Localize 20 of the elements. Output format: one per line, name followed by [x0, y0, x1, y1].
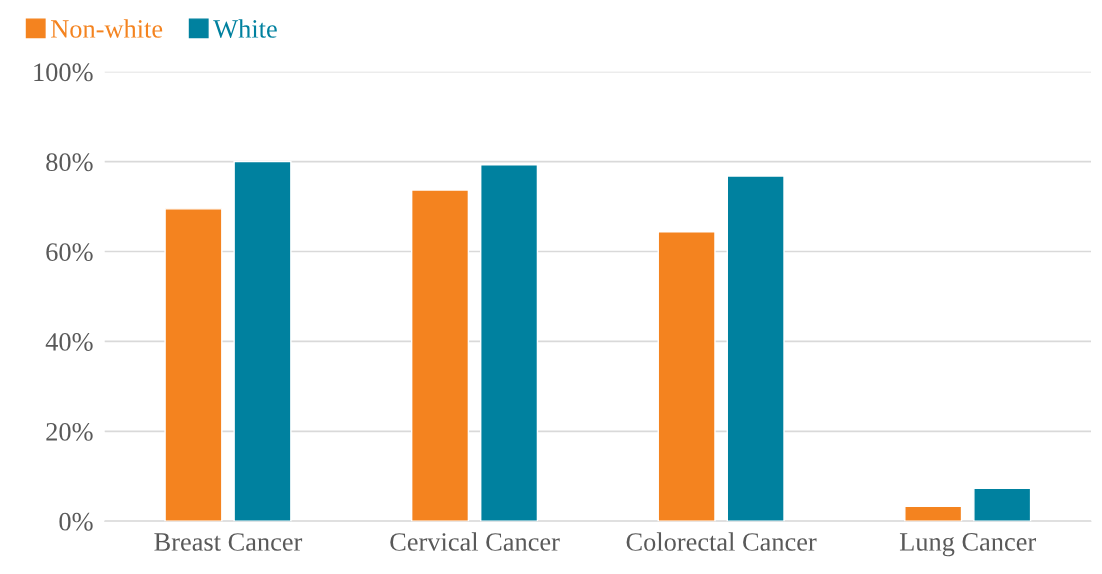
bar [657, 231, 716, 522]
y-tick-label: 80% [46, 153, 93, 172]
bar [904, 505, 963, 522]
legend-label: White [213, 19, 277, 38]
x-tick-label: Lung Cancer [899, 533, 1036, 557]
bar [164, 208, 223, 522]
x-tick-label: Cervical Cancer [390, 532, 560, 551]
y-tick-label: 0% [59, 512, 93, 531]
y-tick-label: 60% [46, 243, 93, 262]
bar [233, 160, 292, 522]
bar [973, 487, 1032, 522]
legend-label: Non-white [50, 19, 163, 38]
bar [480, 164, 539, 522]
x-tick-label: Breast Cancer [154, 533, 303, 551]
y-tick-label: 40% [45, 333, 93, 351]
y-tick-label: 100% [34, 63, 93, 82]
x-tick-label: Colorectal Cancer [626, 532, 817, 551]
bar [726, 175, 785, 522]
bar [410, 189, 470, 522]
y-tick-label: 20% [46, 422, 93, 441]
